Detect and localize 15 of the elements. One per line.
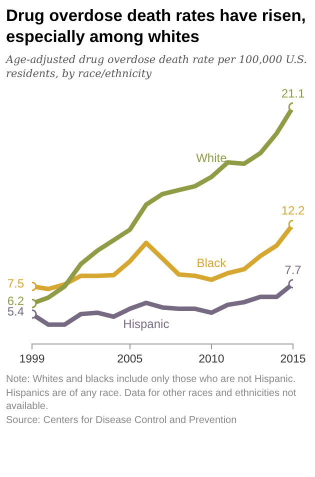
data-label: 7.5 [7,276,24,291]
data-label: 21.1 [281,86,305,100]
source-note: Source: Centers for Disease Control and Prevention [6,414,238,427]
x-tick-label: 1999 [19,353,45,366]
x-tick-label: 2015 [280,353,306,366]
text: Note: Whites and blacks include only those who are not Hispanic. Hispanics are of any race. Data for other races and ethnicities not available. [6,373,298,414]
chart-title: Drug overdose death rates have risen, especially among whites [6,6,307,48]
series-label: Black [196,256,228,270]
series-label: Hispanic [123,317,170,332]
x-tick-label: 2005 [117,353,143,366]
data-label: 7.7 [284,263,302,278]
x-tick-label: 2010 [198,353,224,366]
data-label: 12.2 [281,204,305,218]
chart-subtitle: Age-adjusted drug overdose death rate per 100,000 U.S. residents, by race/ethnicity [6,53,307,81]
series-label: White [196,151,228,166]
